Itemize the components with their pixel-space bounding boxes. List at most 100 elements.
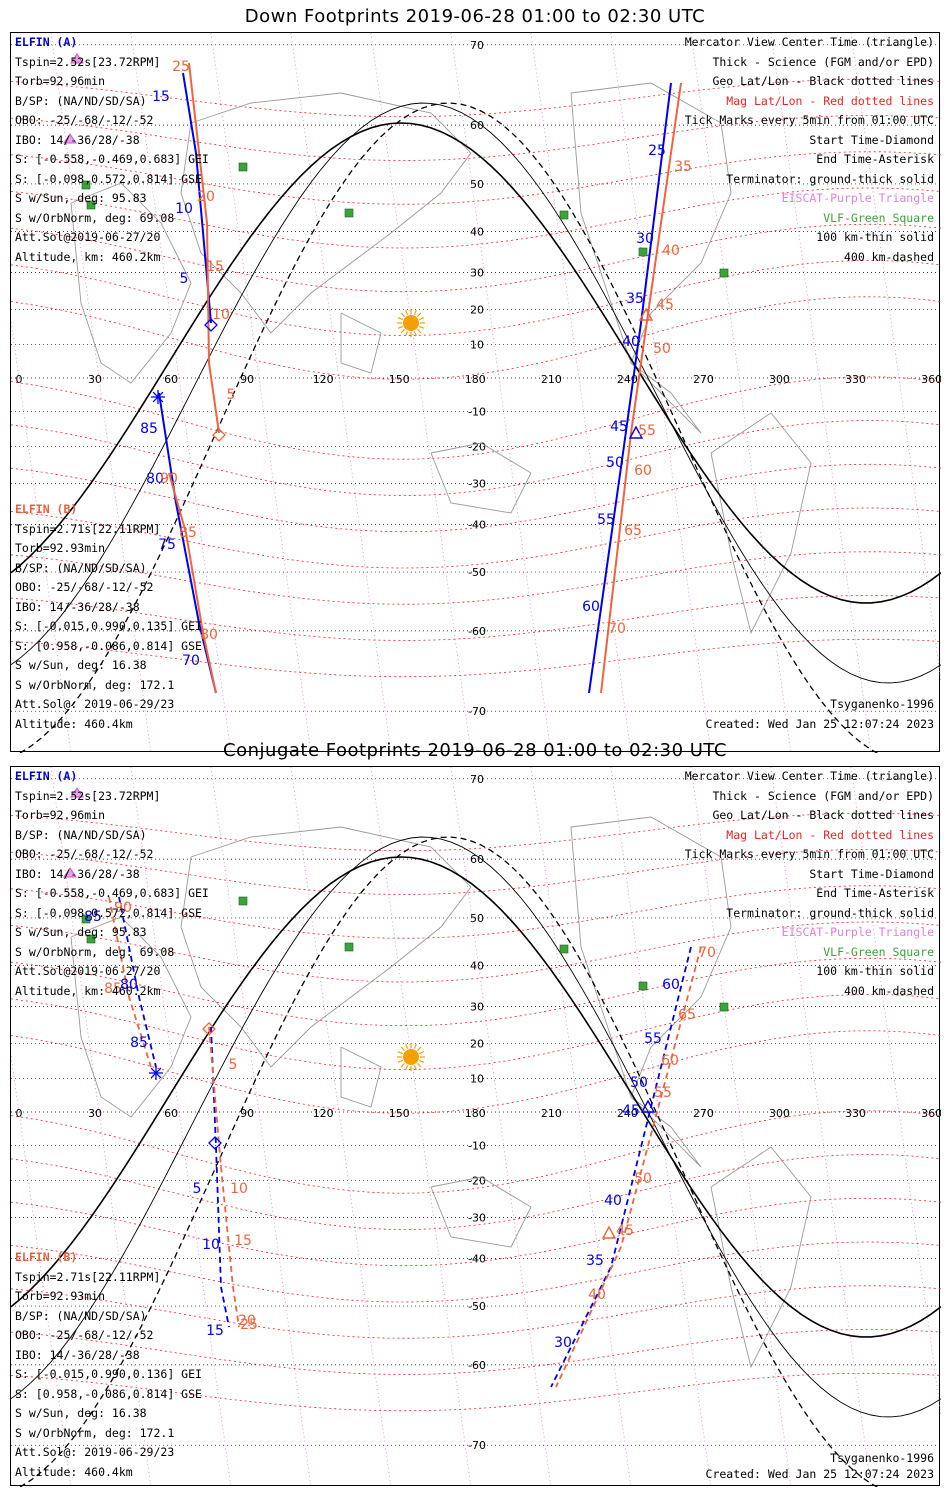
lat-tick-label: 30: [470, 267, 484, 280]
info-line: OBO: -25/-68/-12/-52: [15, 113, 154, 127]
created-label: Created: Wed Jan 25 12:07:24 2023: [705, 1467, 934, 1481]
elfin-b-tick-label: 25: [172, 59, 190, 75]
sun-ray: [397, 325, 403, 329]
elfin-a-tick-label: 5: [193, 1181, 202, 1197]
panel-title: Conjugate Footprints 2019-06-28 01:00 to…: [223, 740, 727, 761]
coastline: [340, 312, 382, 374]
vlf-square-icon: [86, 200, 96, 210]
lat-tick-label: -20: [468, 1174, 486, 1187]
elfin-b-tick-label: 5: [227, 387, 236, 403]
center-triangle-icon: [601, 1225, 617, 1239]
info-line: S: [-0.558,-0.469,0.683] GEI: [15, 152, 209, 166]
eiscat-triangle-icon: [70, 787, 84, 798]
eiscat-triangle-icon: [70, 53, 84, 64]
lat-tick-label: -50: [468, 1300, 486, 1313]
mag-lat-line: [11, 1197, 941, 1267]
lat-tick-label: -50: [468, 566, 486, 579]
elfin-b-info: ELFIN (B) Tspin=2.71s[22.11RPM] Torb=92.…: [15, 1248, 202, 1482]
info-line: S w/Sun, deg: 16.38: [15, 1406, 147, 1420]
lat-tick-label: 50: [470, 912, 484, 925]
elfin-b-tick-label: 80: [200, 627, 218, 643]
vlf-square-icon: [344, 208, 354, 218]
elfin-a-tick-label: 60: [662, 977, 680, 993]
lon-tick-label: 360: [921, 1107, 941, 1120]
vlf-square-icon: [559, 944, 569, 954]
lon-tick-label: 0: [16, 373, 23, 386]
lat-tick-label: -40: [468, 518, 486, 531]
lon-tick-label: 60: [164, 373, 178, 386]
elfin-b-tick-label: 45: [656, 297, 674, 313]
info-line: OBO: -25/-68/-12/-52: [15, 1328, 154, 1342]
vlf-square-icon: [81, 180, 91, 190]
elfin-a-tick-label: 45: [610, 419, 628, 435]
lon-tick-label: 270: [693, 373, 714, 386]
start-diamond-icon: [202, 1022, 216, 1036]
info-line: Tspin=2.52s[23.72RPM]: [15, 54, 161, 69]
info-line: S w/OrbNorm, deg: 172.1: [15, 677, 175, 692]
legend-line: VLF-Green Square: [823, 210, 934, 225]
mag-lon-line: [530, 767, 632, 1487]
lon-tick-label: 300: [769, 1107, 790, 1120]
info-line: S: [-0.015,0.990,0.136] GEI: [15, 1367, 202, 1381]
lat-tick-label: 50: [470, 178, 484, 191]
lon-tick-label: 270: [693, 1107, 714, 1120]
elfin-a-track: [182, 72, 212, 324]
lat-tick-label: 40: [470, 226, 484, 239]
center-triangle-icon: [640, 1099, 656, 1113]
info-line: Tspin=2.71s[22.11RPM]: [15, 1269, 161, 1284]
elfin-b-tick-label: 50: [653, 341, 671, 357]
elfin-b-tick-label: 35: [674, 159, 692, 175]
lat-tick-label: 60: [470, 119, 484, 132]
elfin-b-label: ELFIN (B): [15, 502, 78, 516]
mag-lat-line: [11, 812, 941, 852]
info-line: IBO: 14/-36/28/-38: [15, 1347, 140, 1362]
lon-tick-label: 180: [465, 1107, 486, 1120]
elfin-a-info: ELFIN (A) Tspin=2.52s[23.72RPM] Torb=92.…: [15, 33, 209, 267]
info-line: Altitude, km: 460.2km: [15, 983, 161, 998]
mag-lat-line: [11, 638, 941, 678]
info-line: S w/OrbNorm, deg: 172.1: [15, 1425, 175, 1440]
elfin-b-tick-label: 25: [240, 1317, 258, 1333]
mag-lat-line: [11, 463, 941, 533]
coastline: [570, 816, 732, 1099]
elfin-b-track: [600, 82, 682, 694]
center-triangle-icon: [638, 307, 654, 321]
elfin-a-info: ELFIN (A) Tspin=2.52s[23.72RPM] Torb=92.…: [15, 767, 209, 1001]
sun-ray: [416, 1062, 422, 1068]
info-line: S w/Sun, deg: 16.38: [15, 658, 147, 672]
lat-tick-label: 70: [470, 773, 484, 786]
elfin-b-tick-label: 10: [212, 307, 230, 323]
lat-tick-label: -60: [468, 1359, 486, 1372]
legend: Mercator View Center Time (triangle) Thi…: [685, 33, 934, 267]
legend-line: Mercator View Center Time (triangle): [684, 769, 934, 783]
lon-tick-label: 90: [240, 1107, 254, 1120]
info-line: S: [-0.098,0.572,0.814] GSE: [15, 171, 202, 186]
lat-tick-label: -20: [468, 440, 486, 453]
info-line: S: [0.958,-0.086,0.814] GSE: [15, 638, 202, 653]
elfin-b-track: [108, 896, 152, 1068]
mag-lon-line: [370, 33, 472, 753]
coastline: [340, 1046, 382, 1108]
elfin-b-tick-label: 90: [160, 471, 178, 487]
elfin-a-tick-label: 50: [606, 455, 624, 471]
elfin-a-tick-label: 15: [152, 89, 170, 105]
terminator-100km: [11, 836, 941, 1418]
info-line: B/SP: (NA/ND/SD/SA): [15, 1308, 147, 1323]
lon-tick-label: 120: [313, 373, 334, 386]
map-panel-down: 70 60 50 40 30 20 10 -10 -20 -30 -40 -50 -60 -70 0 30 60…: [10, 32, 941, 753]
sun-ray: [413, 1065, 417, 1071]
terminator-400km: [18, 836, 879, 1487]
legend-line: Mag Lat/Lon - Red dotted lines: [726, 93, 934, 108]
map-panel-conjugate: 70 60 50 40 30 20 10 -10 -20 -30 -40 -50 -60 -70 0 30 60…: [10, 766, 941, 1487]
legend-line: 400 km-dashed: [843, 983, 934, 998]
lat-tick-label: -30: [468, 1211, 486, 1224]
info-line: IBO: 14/-36/28/-38: [15, 599, 140, 614]
sun-ray: [405, 331, 409, 337]
info-line: S: [-0.098,0.572,0.814] GSE: [15, 905, 202, 920]
mag-lat-line: [11, 849, 941, 895]
elfin-b-tick-label: 20: [238, 1313, 256, 1329]
info-line: Altitude: 460.4km: [15, 716, 133, 731]
info-line: B/SP: (NA/ND/SD/SA): [15, 827, 147, 842]
sun-ray: [419, 317, 425, 321]
